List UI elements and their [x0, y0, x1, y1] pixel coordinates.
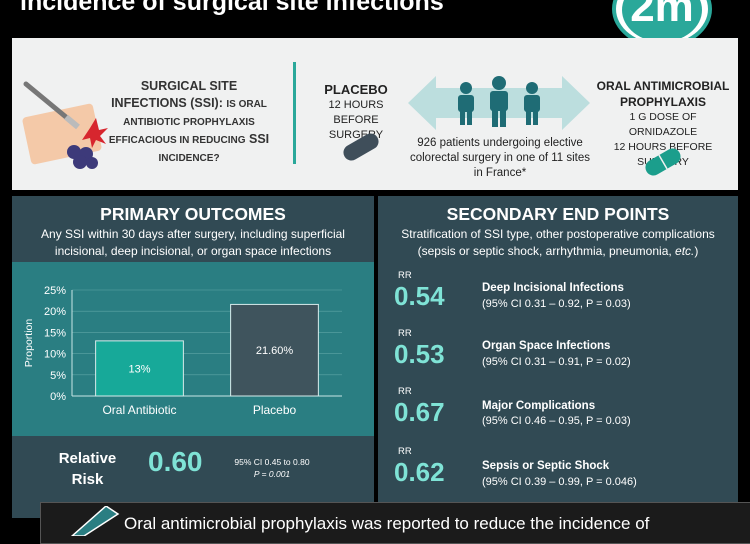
y-tick-label: 0%: [50, 391, 66, 403]
rr-label: RR: [398, 446, 412, 457]
primary-title: PRIMARY OUTCOMES: [100, 204, 286, 224]
endpoint-name: Deep Incisional Infections: [482, 282, 624, 294]
primary-subtitle: Any SSI within 30 days after surgery, in…: [41, 227, 345, 258]
question-ssi: SSI: [249, 132, 270, 146]
rr-value: 0.54: [394, 281, 445, 311]
relative-risk-label: Relative Risk: [58, 450, 117, 488]
endpoint-name: Major Complications: [482, 400, 596, 412]
secondary-endpoints-panel: [378, 196, 738, 518]
secondary-title: SECONDARY END POINTS: [446, 204, 670, 224]
secondary-subtitle-etc: etc.: [675, 244, 695, 258]
y-tick-label: 10%: [44, 349, 66, 361]
oral-line1: 1 G DOSE OF ORNIDAZOLE: [628, 111, 698, 138]
secondary-subtitle-c: ): [694, 244, 699, 258]
question-label: SURGICAL SITE INFECTIONS (SSI):: [111, 79, 238, 110]
endpoint-name: Sepsis or Septic Shock: [482, 460, 610, 472]
y-axis-label: Proportion: [23, 319, 35, 368]
endpoint-ci: (95% CI 0.31 – 0.92, P = 0.03): [482, 298, 631, 310]
data-label: 13%: [128, 363, 150, 375]
secondary-subtitle: Stratification of SSI type, other postop…: [384, 226, 732, 260]
y-tick-label: 25%: [44, 285, 66, 297]
scalpel-wound-icon: [22, 81, 108, 169]
rr-label: RR: [398, 270, 412, 281]
placebo-line1: 12 HOURS BEFORE: [328, 99, 384, 126]
patients-arrow-icon: [408, 76, 590, 130]
conclusion-text: Oral antimicrobial prophylaxis was repor…: [124, 514, 650, 533]
logo-text: 2m: [622, 0, 702, 42]
question-body: IS ORAL ANTIBIOTIC PROPHYLAXIS EFFICACIO…: [108, 99, 267, 146]
relative-risk-ci: 95% CI 0.45 to 0.80 P = 0.001: [232, 456, 312, 480]
endpoint-ci: (95% CI 0.31 – 0.91, P = 0.02): [482, 356, 631, 368]
proportion-chart: 0% 5% 10% 15% 20% 25% Proportion 13% Oral Antibi…: [23, 285, 342, 417]
secondary-subtitle-b: (sepsis or septic shock, arrhythmia, pne…: [417, 244, 672, 258]
rr-p-text: P = 0.001: [253, 469, 291, 479]
rr-value: 0.67: [394, 397, 445, 427]
question-end: INCIDENCE?: [158, 153, 220, 164]
oral-prophylaxis-title: ORAL ANTIMICROBIAL PROPHYLAXIS: [596, 79, 730, 109]
patients-description: 926 patients undergoing elective colorec…: [409, 137, 591, 179]
rr-value: 0.62: [394, 457, 445, 487]
data-label: 21.60%: [256, 345, 294, 357]
category-label: Oral Antibiotic: [102, 403, 176, 417]
rr-label: RR: [398, 328, 412, 339]
study-design-panel: [12, 38, 738, 190]
y-tick-label: 5%: [50, 370, 66, 382]
placebo-title: PLACEBO: [324, 82, 388, 97]
pencil-note-icon: [70, 506, 120, 536]
divider: [293, 62, 296, 164]
rr-value: 0.53: [394, 339, 445, 369]
oral-pill-icon: [645, 148, 681, 176]
secondary-subtitle-a: Stratification of SSI type, other postop…: [401, 227, 715, 241]
y-tick-label: 20%: [44, 306, 66, 318]
category-label: Placebo: [253, 403, 297, 417]
endpoint-ci: (95% CI 0.39 – 0.99, P = 0.046): [482, 476, 637, 488]
rr-label: RR: [398, 386, 412, 397]
placebo-pill-icon: [343, 133, 379, 161]
study-question: SURGICAL SITE INFECTIONS (SSI): IS ORAL …: [104, 78, 274, 167]
bar: [230, 303, 319, 397]
endpoint-ci: (95% CI 0.46 – 0.95, P = 0.03): [482, 415, 631, 427]
y-tick-label: 15%: [44, 327, 66, 339]
relative-risk-value: 0.60: [148, 446, 203, 477]
page-title: incidence of surgical site infections: [20, 0, 444, 16]
rr-ci-text: 95% CI 0.45 to 0.80: [234, 457, 310, 467]
endpoint-name: Organ Space Infections: [482, 340, 611, 352]
bar: [95, 340, 184, 397]
